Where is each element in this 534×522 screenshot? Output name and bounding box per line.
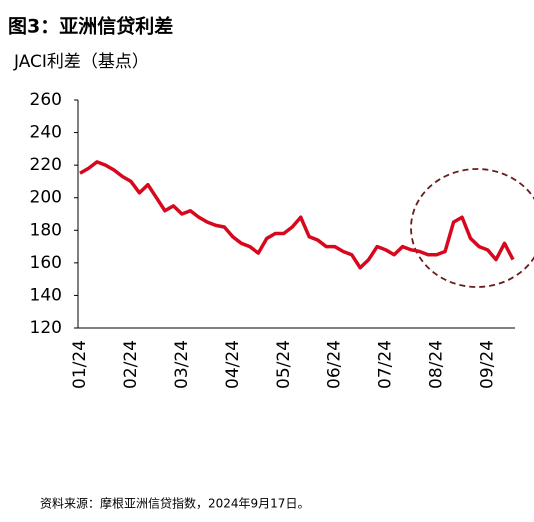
data-line	[79, 160, 515, 270]
x-tick-label: 06/24	[325, 340, 345, 389]
y-tick-label: 120	[30, 318, 62, 338]
x-tick-label: 07/24	[376, 340, 396, 389]
y-axis-label: JACI利差（基点）	[13, 52, 149, 72]
y-tick-label: 220	[30, 155, 62, 175]
x-tick-label: 09/24	[478, 340, 498, 389]
x-tick-label: 01/24	[70, 340, 90, 389]
x-tick-label: 04/24	[223, 340, 243, 389]
source-note: 资料来源：摩根亚洲信贷指数，2024年9月17日。	[40, 496, 309, 511]
x-tick-label: 05/24	[274, 340, 294, 389]
chart-title: 图3：亚洲信贷利差	[8, 15, 173, 38]
y-tick-label: 260	[30, 90, 62, 110]
y-tick-label: 140	[30, 285, 62, 305]
y-tick-label: 200	[30, 188, 62, 208]
x-tick-label: 08/24	[427, 340, 447, 389]
x-tick-label: 03/24	[172, 340, 192, 389]
y-tick-label: 240	[30, 123, 62, 143]
y-tick-label: 160	[30, 253, 62, 273]
y-tick-label: 180	[30, 220, 62, 240]
x-tick-label: 02/24	[121, 340, 141, 389]
highlight-circle	[410, 168, 534, 288]
